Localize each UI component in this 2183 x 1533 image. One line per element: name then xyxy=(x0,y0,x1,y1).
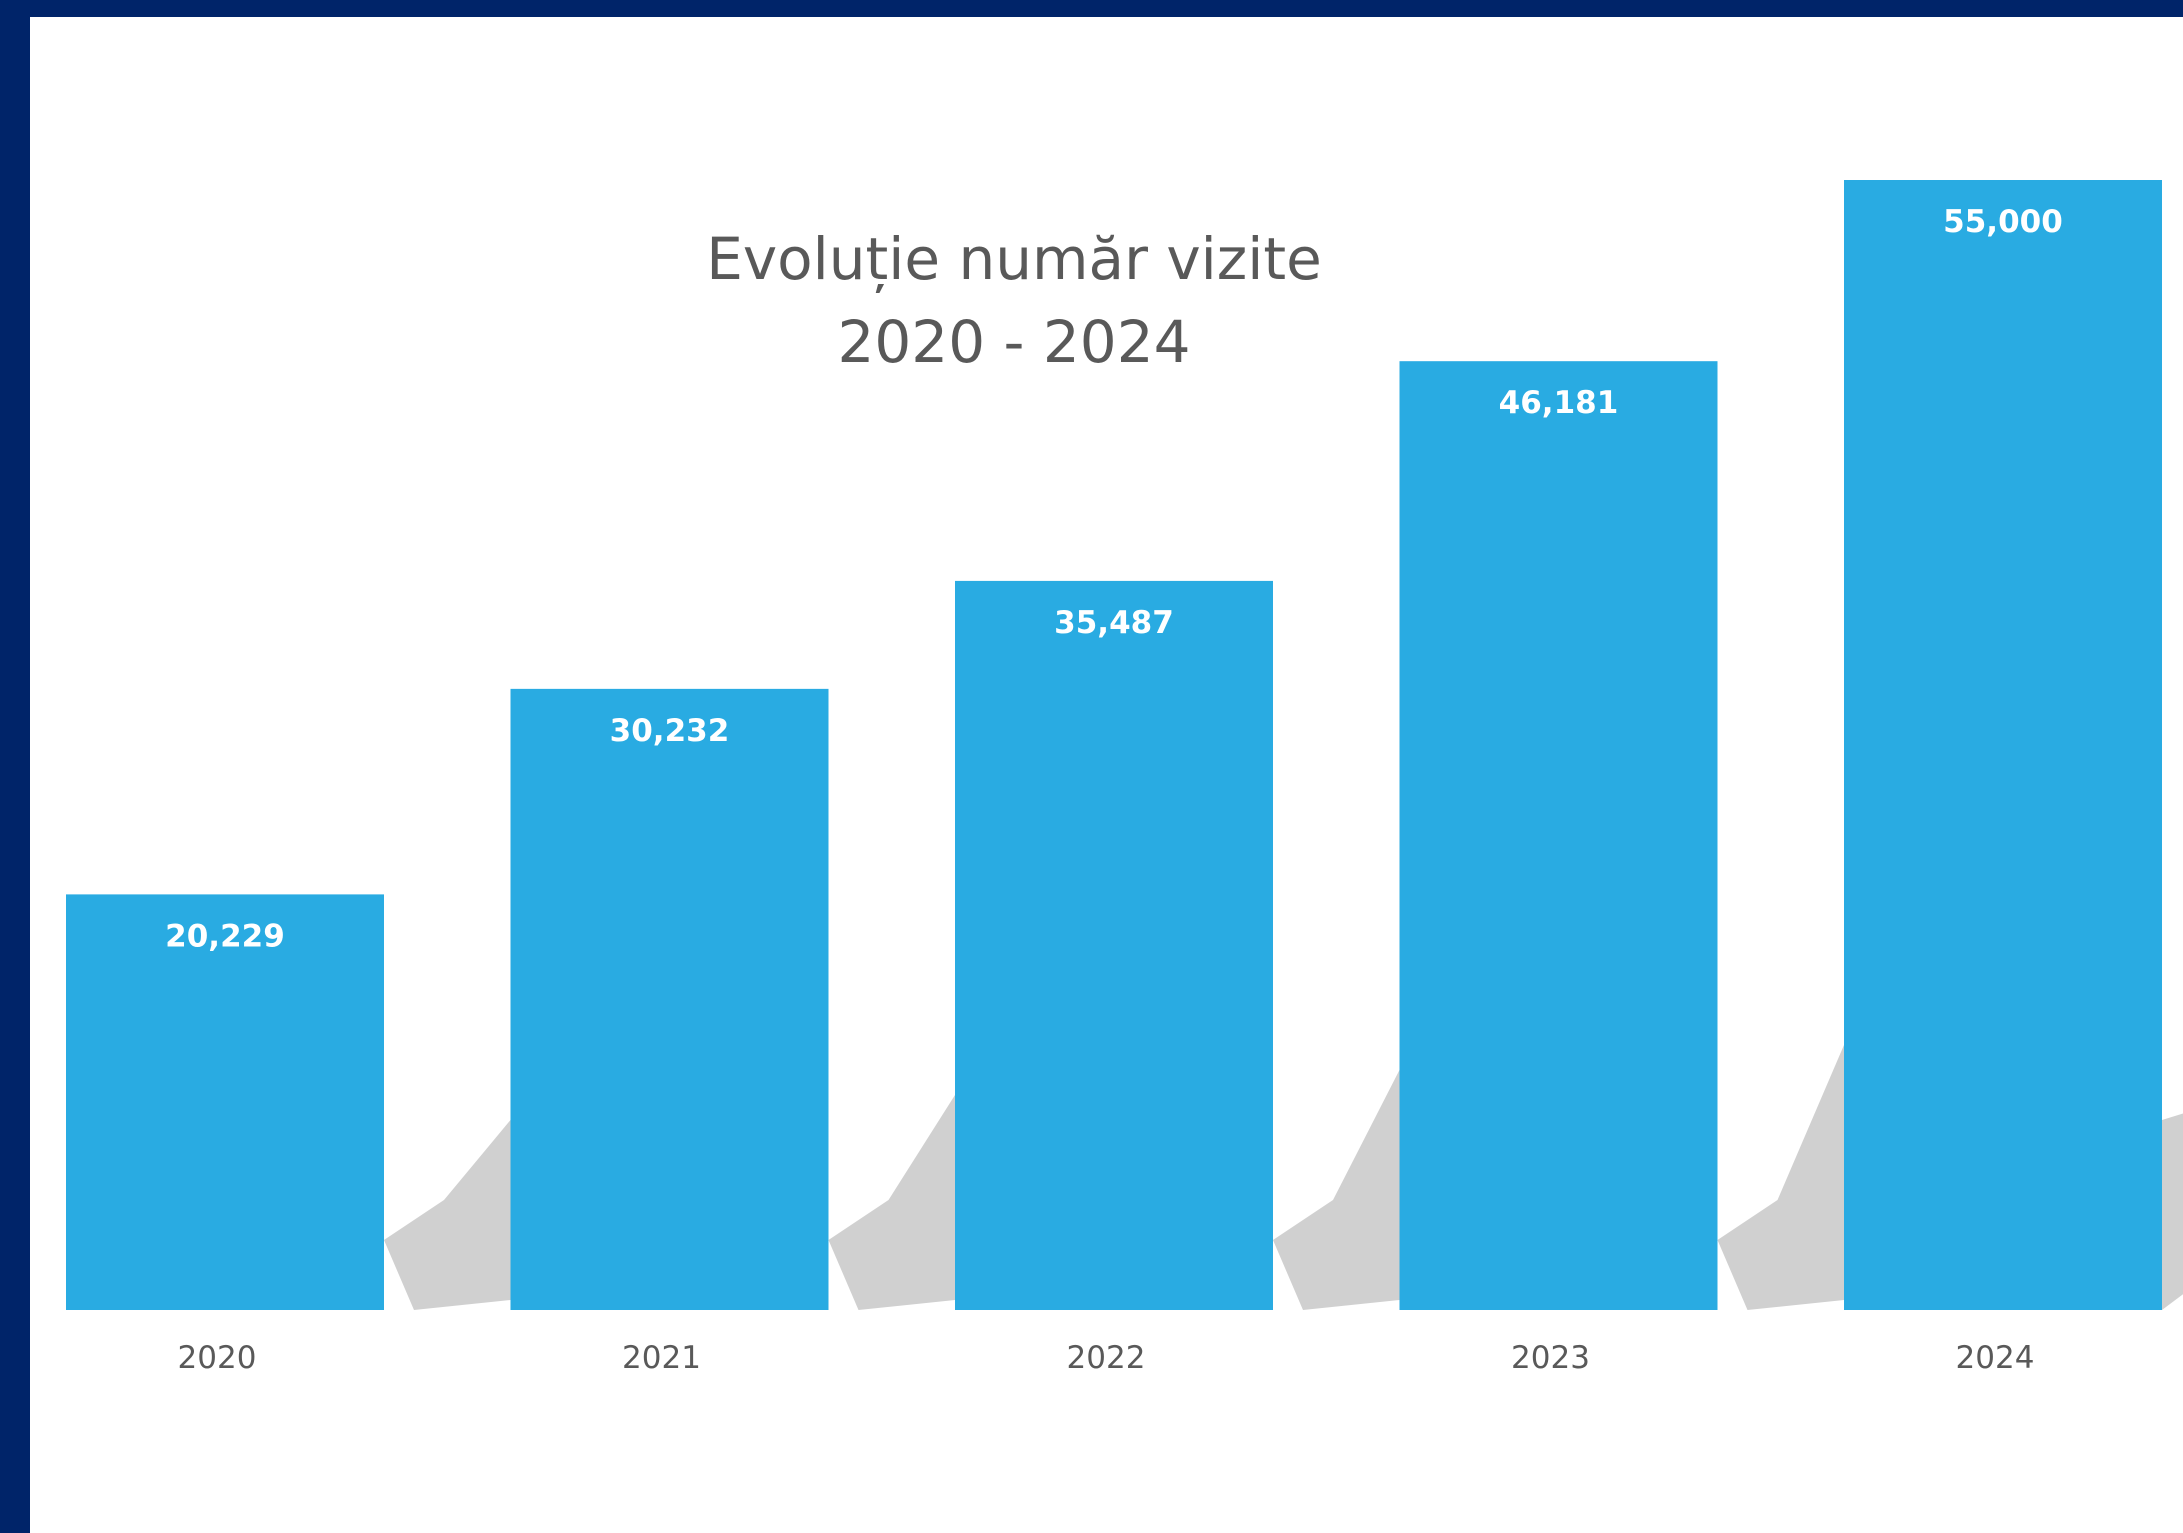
value-labels-group: 20,229 30,232 35,487 46,181 55,000 xyxy=(165,204,2063,954)
bar-2021 xyxy=(510,688,829,1310)
bar-shadow-2022 xyxy=(1273,1070,1400,1310)
bar-shadows xyxy=(384,1045,2183,1310)
bar-shadow-2023 xyxy=(1717,1045,1844,1310)
bar-2020 xyxy=(66,894,384,1310)
bar-shadow-2024 xyxy=(2162,1113,2183,1310)
x-tick-label-2023: 2023 xyxy=(1511,1340,1590,1376)
value-label-2022: 35,487 xyxy=(1054,605,1174,641)
x-tick-label-2022: 2022 xyxy=(1067,1340,1146,1376)
bar-2022 xyxy=(955,580,1273,1310)
value-label-2024: 55,000 xyxy=(1943,204,2063,240)
value-label-2023: 46,181 xyxy=(1499,385,1619,421)
bar-2023 xyxy=(1399,361,1718,1310)
chart-title: Evoluție număr vizite xyxy=(706,225,1322,293)
bar-shadow-2021 xyxy=(828,1095,955,1310)
bars-group xyxy=(66,180,2162,1310)
value-label-2020: 20,229 xyxy=(165,918,285,954)
x-tick-label-2020: 2020 xyxy=(178,1340,257,1376)
x-tick-label-2021: 2021 xyxy=(622,1340,701,1376)
value-label-2021: 30,232 xyxy=(610,713,730,749)
chart-panel: 20,229 30,232 35,487 46,181 55,000 2020 2021 2… xyxy=(30,17,2183,1533)
bar-shadow-2020 xyxy=(384,1120,511,1310)
x-tick-label-2024: 2024 xyxy=(1956,1340,2035,1376)
x-axis-tick-labels: 2020 2021 2022 2023 2024 xyxy=(178,1340,2035,1376)
bar-2024 xyxy=(1844,180,2162,1310)
chart-subtitle: 2020 - 2024 xyxy=(837,308,1190,376)
